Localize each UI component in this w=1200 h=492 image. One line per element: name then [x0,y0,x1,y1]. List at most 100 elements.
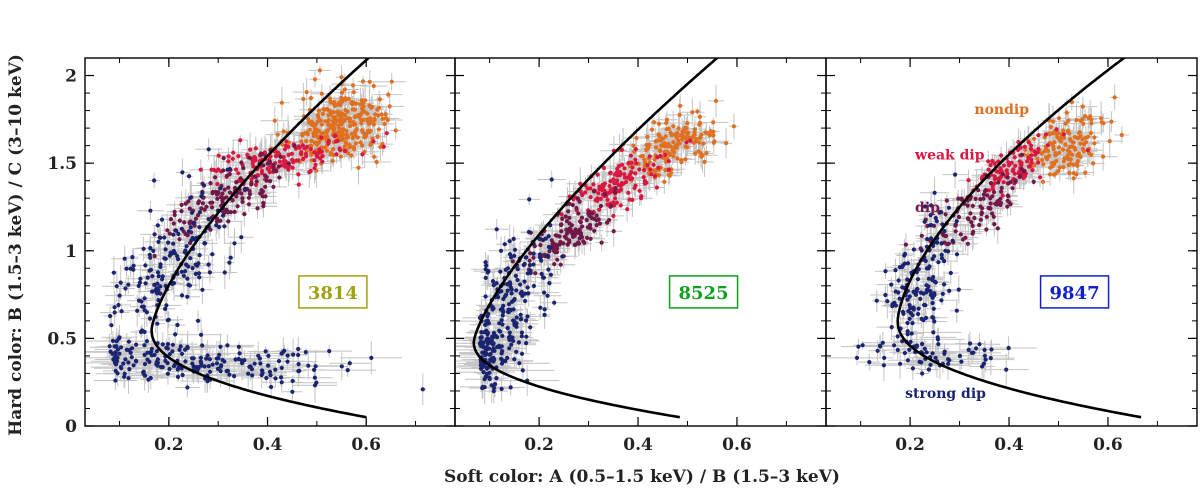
data-point [562,234,568,239]
data-point [122,371,127,376]
data-point [112,355,117,360]
data-point [970,203,975,208]
data-point [166,317,171,322]
data-point [119,309,124,314]
data-point [197,275,202,280]
data-point [298,151,303,156]
data-point [923,258,928,264]
data-point [167,352,172,357]
data-point [352,114,357,119]
data-point [1091,161,1096,166]
data-point [594,213,599,218]
data-point [301,156,306,162]
data-point [588,236,593,241]
data-point [165,228,170,233]
data-point [617,173,623,178]
data-point [239,191,244,196]
data-point [1029,157,1034,162]
data-point [263,184,268,189]
data-point [902,350,908,356]
data-point [502,242,507,247]
data-point [671,124,676,129]
data-point [919,360,924,365]
data-point [160,342,165,347]
data-point [913,292,919,297]
data-point [226,219,231,224]
data-point [137,280,142,285]
data-point [339,97,344,102]
data-point [155,270,161,275]
data-point [1092,141,1097,146]
data-point [1053,152,1058,158]
data-point [208,369,213,374]
data-point [1075,163,1080,168]
error-bar-path-9847 [826,84,1129,386]
data-point [567,215,572,220]
data-point [594,223,599,228]
data-point [524,334,529,339]
data-point [516,340,522,345]
data-point [251,164,256,169]
data-point [909,331,914,336]
data-point [1041,162,1046,167]
error-bar-path-3814 [85,65,427,405]
data-point [1044,155,1049,160]
data-point [142,352,147,357]
data-point [164,303,169,308]
data-point [505,266,511,271]
data-point [527,263,533,268]
data-point [954,252,960,257]
data-point [313,162,318,168]
data-point [171,241,176,246]
data-point [513,273,518,278]
data-point [200,191,205,196]
data-point [1065,129,1070,134]
data-point [122,256,127,261]
data-point [253,175,258,180]
data-point [484,319,489,324]
data-point [351,83,356,88]
data-point [235,204,240,209]
data-point [238,176,243,181]
data-point [500,333,505,338]
data-point [928,213,933,218]
data-point [227,166,233,172]
data-point [1119,132,1124,138]
data-point [351,145,356,150]
x-tick-label: 0.4 [623,435,653,455]
data-point [588,222,593,228]
data-point [382,121,387,126]
data-point [1067,145,1072,150]
data-point [204,204,209,209]
data-point [367,103,372,108]
data-point [491,355,496,360]
data-point [1048,132,1053,137]
data-point [646,143,652,148]
data-point [115,371,120,376]
data-point [977,222,982,228]
data-point [495,335,500,340]
data-point [207,357,212,362]
data-point [547,249,552,254]
data-point [1008,180,1013,185]
data-point [220,357,225,363]
data-point [252,361,257,366]
data-point [510,318,516,323]
data-point [1054,127,1059,132]
data-points-8525 [477,98,737,394]
data-point [953,229,958,234]
data-point [923,204,928,209]
data-point [386,92,391,97]
data-point [129,346,135,351]
data-point [1001,180,1006,185]
data-point [574,230,579,235]
data-point [200,343,205,348]
data-point [264,178,269,183]
data-point [1019,160,1024,165]
data-point [1022,169,1027,174]
data-point [263,194,268,199]
data-point [583,190,588,195]
data-point [377,105,382,110]
data-point [1080,104,1085,109]
data-point [992,177,998,182]
